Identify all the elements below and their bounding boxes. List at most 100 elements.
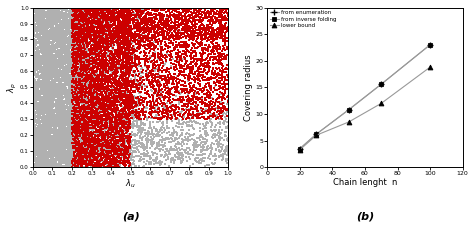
Point	[60, 24, 67, 28]
Point	[100, 85, 108, 89]
Point	[191, 70, 199, 74]
Point	[99, 123, 107, 127]
Point	[219, 10, 226, 14]
Point	[78, 83, 85, 87]
Point	[60, 110, 67, 114]
Point	[75, 147, 83, 151]
Point	[122, 68, 129, 72]
Point	[57, 83, 65, 87]
Point	[96, 70, 104, 74]
Point	[57, 27, 64, 31]
Point	[173, 116, 180, 120]
Point	[108, 157, 115, 160]
Point	[140, 27, 147, 31]
Point	[69, 116, 76, 120]
Point	[182, 19, 190, 23]
Point	[210, 10, 218, 13]
Point	[82, 47, 89, 51]
Point	[114, 16, 122, 19]
Point	[48, 121, 56, 125]
Point	[40, 94, 48, 98]
Point	[59, 129, 67, 133]
from inverse folding	[378, 83, 384, 86]
Point	[117, 126, 125, 130]
Point	[56, 124, 64, 128]
Point	[115, 33, 123, 37]
Point	[100, 113, 107, 116]
Point	[102, 109, 109, 112]
Point	[114, 22, 122, 26]
Point	[51, 46, 59, 50]
Point	[135, 28, 143, 32]
Point	[206, 114, 214, 118]
Point	[46, 66, 54, 69]
Point	[123, 30, 130, 34]
Point	[74, 122, 82, 126]
Point	[79, 104, 86, 107]
Point	[124, 10, 132, 14]
Point	[129, 162, 137, 166]
Point	[73, 9, 80, 13]
Point	[35, 101, 43, 105]
Point	[55, 6, 62, 10]
Point	[63, 94, 71, 98]
Point	[58, 83, 66, 87]
Point	[78, 27, 85, 30]
Point	[65, 86, 73, 90]
Point	[41, 16, 48, 20]
Point	[67, 99, 74, 103]
Point	[47, 21, 55, 24]
Point	[195, 92, 202, 96]
Point	[70, 7, 77, 10]
Point	[80, 93, 88, 97]
Point	[50, 75, 58, 78]
Point	[150, 103, 157, 106]
Point	[223, 58, 230, 61]
Point	[32, 118, 39, 122]
Point	[42, 84, 49, 88]
Point	[60, 93, 68, 96]
Point	[77, 60, 85, 64]
Point	[175, 126, 183, 129]
Point	[158, 160, 165, 164]
Point	[73, 164, 80, 168]
Point	[86, 6, 93, 10]
Point	[140, 165, 147, 169]
Point	[158, 31, 166, 34]
Point	[115, 34, 123, 38]
Point	[67, 77, 74, 80]
Point	[215, 54, 222, 57]
Point	[95, 78, 103, 82]
Point	[74, 61, 82, 65]
Point	[77, 12, 85, 16]
Point	[172, 52, 180, 56]
Point	[72, 158, 79, 161]
Point	[120, 77, 128, 80]
Point	[37, 120, 45, 124]
Point	[83, 19, 91, 23]
Point	[48, 37, 56, 41]
Point	[33, 153, 41, 157]
Point	[64, 142, 72, 146]
Point	[70, 52, 78, 55]
Point	[111, 98, 118, 102]
Point	[94, 118, 102, 122]
Point	[46, 103, 54, 107]
Point	[107, 75, 114, 79]
Point	[109, 100, 117, 104]
Point	[77, 134, 85, 137]
Point	[217, 92, 225, 96]
Point	[82, 89, 90, 93]
Point	[36, 142, 44, 145]
Point	[85, 61, 93, 65]
Point	[60, 44, 67, 48]
Point	[198, 73, 206, 77]
Point	[146, 120, 154, 124]
Point	[216, 12, 224, 16]
Point	[54, 139, 62, 143]
Point	[44, 110, 51, 113]
Point	[108, 116, 116, 119]
Point	[39, 84, 46, 87]
Point	[81, 103, 88, 106]
Point	[112, 143, 120, 147]
